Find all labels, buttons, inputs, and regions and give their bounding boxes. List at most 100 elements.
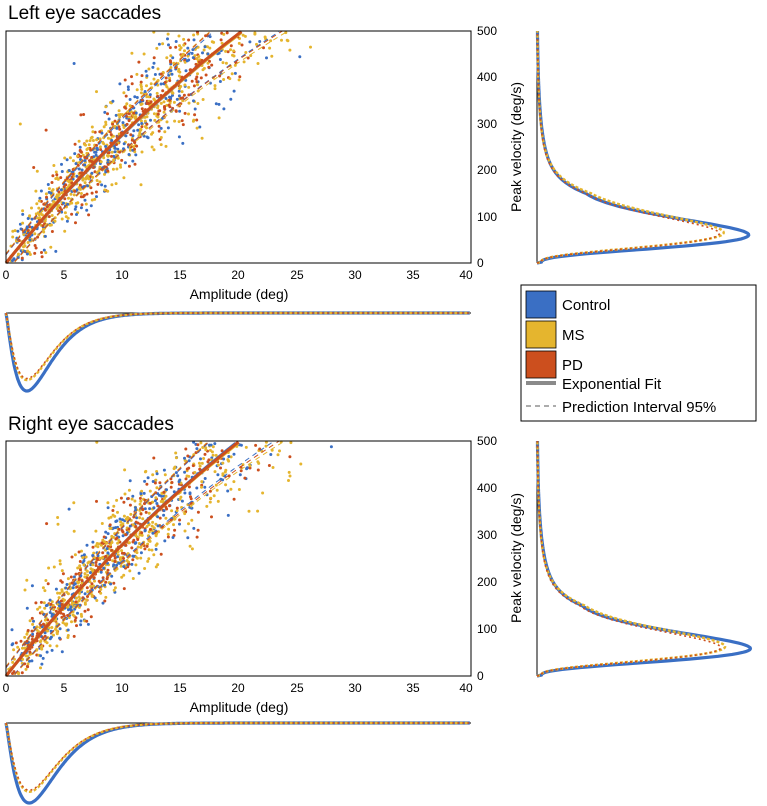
scatter-point-control [116,147,120,151]
scatter-point-control [156,524,160,528]
scatter-point-control [45,650,49,654]
right-x-tick-25: 25 [290,681,304,695]
legend: Control MS PD Exponential Fit Prediction… [520,284,757,422]
scatter-point-pd [152,456,156,460]
scatter-point-ms [166,32,170,36]
scatter-point-ms [150,145,154,149]
scatter-point-control [177,89,181,93]
scatter-point-control [165,488,168,492]
scatter-point-pd [148,501,152,505]
scatter-point-ms [16,252,20,256]
scatter-point-ms [138,129,142,133]
scatter-point-ms [197,461,201,465]
scatter-point-control [105,547,109,551]
scatter-point-control [10,628,14,632]
scatter-point-pd [248,466,252,470]
scatter-point-ms [286,39,290,43]
scatter-point-ms [220,41,224,45]
scatter-point-ms [195,57,199,61]
scatter-point-control [134,111,138,115]
scatter-point-pd [170,481,174,484]
scatter-point-ms [122,514,126,518]
scatter-point-pd [87,213,91,217]
scatter-point-ms [216,463,220,467]
scatter-point-control [103,583,106,587]
scatter-point-pd [152,56,156,60]
scatter-point-control [178,478,182,482]
scatter-point-ms [106,501,110,505]
scatter-point-control [214,102,218,106]
scatter-point-pd [82,113,86,116]
scatter-point-ms [35,169,39,173]
scatter-point-ms [278,449,281,453]
scatter-point-control [131,494,135,498]
scatter-point-pd [80,579,84,583]
right-y-tick-300: 300 [477,528,497,542]
scatter-point-pd [107,151,111,155]
scatter-point-ms [93,197,97,201]
scatter-point-control [16,229,20,233]
scatter-point-ms [309,45,312,49]
scatter-point-pd [113,560,117,563]
scatter-point-control [62,201,65,205]
scatter-point-ms [79,612,83,616]
scatter-point-control [103,184,107,188]
scatter-point-pd [140,98,144,102]
scatter-point-control [59,188,63,192]
scatter-point-pd [25,639,29,643]
scatter-point-ms [149,82,153,86]
scatter-point-ms [112,535,116,539]
scatter-point-control [164,97,168,100]
scatter-point-pd [189,495,192,499]
scatter-point-control [134,506,137,510]
scatter-point-ms [38,216,42,220]
scatter-point-control [153,73,157,76]
scatter-point-pd [122,551,126,555]
scatter-point-pd [187,93,191,97]
scatter-point-ms [147,523,151,527]
scatter-point-control [218,58,222,61]
scatter-point-ms [76,580,80,584]
legend-ms-swatch [525,320,557,349]
scatter-point-ms [110,150,114,154]
scatter-point-ms [183,49,186,53]
scatter-point-control [75,213,78,216]
scatter-point-ms [37,199,41,203]
scatter-point-pd [44,208,47,212]
scatter-point-control [93,596,97,600]
scatter-point-pd [174,45,178,49]
scatter-point-ms [58,192,61,196]
scatter-point-ms [37,206,41,210]
scatter-point-control [115,563,119,567]
scatter-point-ms [202,457,206,460]
fit-line-pd [4,30,243,264]
scatter-point-ms [174,451,178,455]
scatter-point-ms [103,188,107,192]
scatter-point-pd [267,464,271,467]
scatter-point-ms [104,105,108,109]
scatter-point-control [106,532,110,536]
scatter-point-control [142,491,146,495]
scatter-point-pd [210,515,213,519]
scatter-point-control [25,606,29,610]
scatter-point-ms [129,512,133,516]
scatter-point-ms [125,517,129,520]
velocity-density-pd [536,31,721,264]
scatter-point-ms [270,54,274,58]
scatter-point-pd [132,538,136,542]
scatter-point-ms [118,163,122,167]
scatter-point-pd [192,84,196,88]
legend-fit-label: Exponential Fit [562,376,662,393]
scatter-point-ms [65,622,69,626]
scatter-point-pd [44,128,48,132]
scatter-point-ms [128,569,132,573]
scatter-point-ms [107,154,110,158]
scatter-point-pd [33,251,37,255]
scatter-point-ms [249,54,253,58]
scatter-point-control [91,540,95,544]
scatter-point-ms [206,45,209,49]
scatter-point-control [112,563,116,567]
scatter-point-pd [41,224,45,228]
scatter-point-ms [28,214,32,218]
scatter-point-ms [85,569,89,573]
